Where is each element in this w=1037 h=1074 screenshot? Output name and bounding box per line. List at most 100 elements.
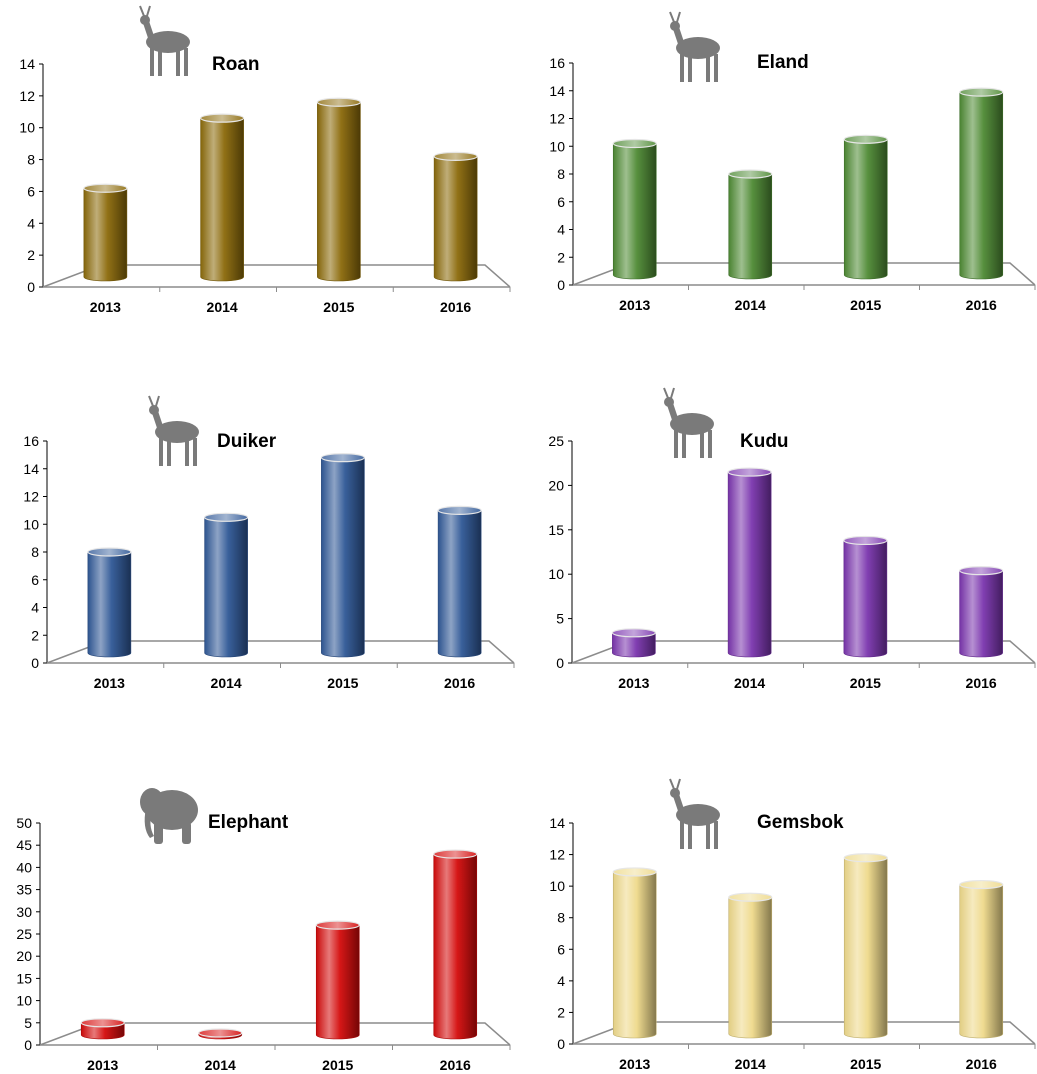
chart-gemsbok: 0 2 4 6 8 10 12 14 2013 2014 2015 2016 Gemsbok — [549, 778, 1036, 1072]
bar-body — [727, 471, 772, 658]
y-tick-label: 2 — [31, 627, 39, 643]
y-tick-label: 35 — [16, 882, 32, 898]
bar-2013 — [80, 1018, 125, 1040]
bar-body — [843, 540, 888, 658]
y-tick-label: 12 — [19, 88, 35, 104]
bar-cap — [315, 920, 360, 930]
bar-body — [728, 896, 773, 1039]
x-tick-label: 2016 — [966, 297, 997, 313]
bar-2013 — [611, 628, 656, 658]
bar-body — [728, 173, 773, 280]
bar-body — [843, 139, 888, 280]
y-tick-label: 15 — [548, 522, 564, 538]
roan-antelope-icon — [139, 5, 190, 76]
x-tick-label: 2014 — [735, 297, 766, 313]
y-tick-label: 10 — [19, 120, 35, 136]
bar-2014 — [728, 892, 773, 1039]
x-tick-label: 2015 — [850, 297, 881, 313]
duiker-antelope-icon — [148, 395, 199, 466]
bar-2016 — [437, 505, 482, 658]
bar-body — [959, 884, 1004, 1039]
bar-body — [959, 91, 1004, 280]
bar-2015 — [843, 853, 888, 1039]
y-tick-label: 12 — [23, 489, 39, 505]
bar-body — [612, 632, 656, 658]
x-tick-label: 2014 — [205, 1057, 236, 1073]
y-tick-label: 14 — [549, 815, 565, 831]
bar-cap — [316, 97, 361, 107]
x-tick-label: 2013 — [94, 675, 125, 691]
y-tick-label: 30 — [16, 904, 32, 920]
bar-body — [843, 857, 888, 1039]
y-tick-label: 6 — [557, 941, 565, 957]
bar-cap — [728, 892, 773, 902]
y-tick-label: 5 — [556, 611, 564, 627]
bar-2013 — [612, 138, 657, 280]
bar-2015 — [843, 134, 888, 280]
bar-cap — [959, 566, 1004, 576]
y-tick-label: 4 — [557, 222, 565, 238]
bar-body — [959, 570, 1003, 658]
chart-title: Duiker — [217, 431, 277, 452]
x-tick-label: 2013 — [87, 1057, 118, 1073]
y-tick-label: 25 — [16, 926, 32, 942]
x-tick-label: 2015 — [323, 299, 354, 315]
bar-cap — [198, 1028, 243, 1038]
x-tick-label: 2014 — [207, 299, 238, 315]
bar-cap — [612, 138, 657, 149]
x-tick-label: 2016 — [966, 1056, 997, 1072]
x-tick-label: 2015 — [850, 675, 881, 691]
y-tick-label: 10 — [23, 516, 39, 532]
y-tick-label: 6 — [31, 572, 39, 588]
chart-elephant: 0 5 10 15 20 25 30 35 40 45 50 2013 2014 2015 2016 Elep… — [16, 788, 511, 1073]
eland-antelope-icon — [669, 11, 720, 82]
chart-kudu: 0 5 10 15 20 25 2013 2014 2015 2016 Kudu — [548, 387, 1036, 691]
bar-2014 — [204, 512, 249, 658]
x-tick-label: 2016 — [966, 675, 997, 691]
bar-body — [433, 156, 478, 282]
y-tick-label: 25 — [548, 433, 564, 449]
y-tick-label: 5 — [24, 1015, 32, 1031]
bar-2015 — [320, 453, 365, 658]
x-tick-label: 2013 — [619, 1056, 650, 1072]
floor-outline — [42, 264, 511, 288]
bar-2016 — [959, 87, 1004, 280]
bar-cap — [87, 547, 132, 557]
bar-cap — [611, 628, 656, 638]
y-tick-label: 2 — [557, 1004, 565, 1020]
bar-body — [83, 187, 128, 282]
y-tick-label: 2 — [557, 249, 565, 265]
bar-cap — [728, 169, 773, 179]
x-tick-label: 2015 — [850, 1056, 881, 1072]
bar-body — [315, 924, 360, 1040]
floor-outline — [39, 1022, 511, 1046]
x-tick-label: 2014 — [211, 675, 242, 691]
bar-2016 — [959, 879, 1004, 1039]
x-tick-label: 2013 — [90, 299, 121, 315]
y-tick-label: 15 — [16, 970, 32, 986]
x-tick-label: 2013 — [619, 297, 650, 313]
bar-body — [612, 871, 657, 1039]
x-tick-label: 2016 — [440, 1057, 471, 1073]
x-tick-label: 2016 — [444, 675, 475, 691]
y-tick-label: 4 — [27, 215, 35, 231]
y-tick-label: 12 — [549, 111, 565, 127]
y-tick-label: 0 — [24, 1037, 32, 1053]
y-tick-label: 14 — [19, 56, 35, 72]
y-tick-label: 10 — [548, 566, 564, 582]
y-tick-label: 0 — [557, 1036, 565, 1052]
x-tick-label: 2016 — [440, 299, 471, 315]
bar-cap — [437, 505, 482, 515]
bar-cap — [612, 867, 657, 877]
y-tick-label: 6 — [27, 183, 35, 199]
bar-2015 — [843, 535, 888, 658]
chart-duiker: 0 2 4 6 8 10 12 14 16 2013 2014 2015 2016 Duiker — [23, 395, 515, 691]
y-tick-label: 40 — [16, 859, 32, 875]
bar-2016 — [433, 849, 478, 1040]
y-tick-label: 4 — [31, 600, 39, 616]
x-tick-label: 2014 — [735, 1056, 766, 1072]
bar-cap — [80, 1018, 125, 1028]
bar-body — [321, 457, 365, 658]
bar-cap — [959, 879, 1004, 890]
y-tick-label: 12 — [549, 847, 565, 863]
